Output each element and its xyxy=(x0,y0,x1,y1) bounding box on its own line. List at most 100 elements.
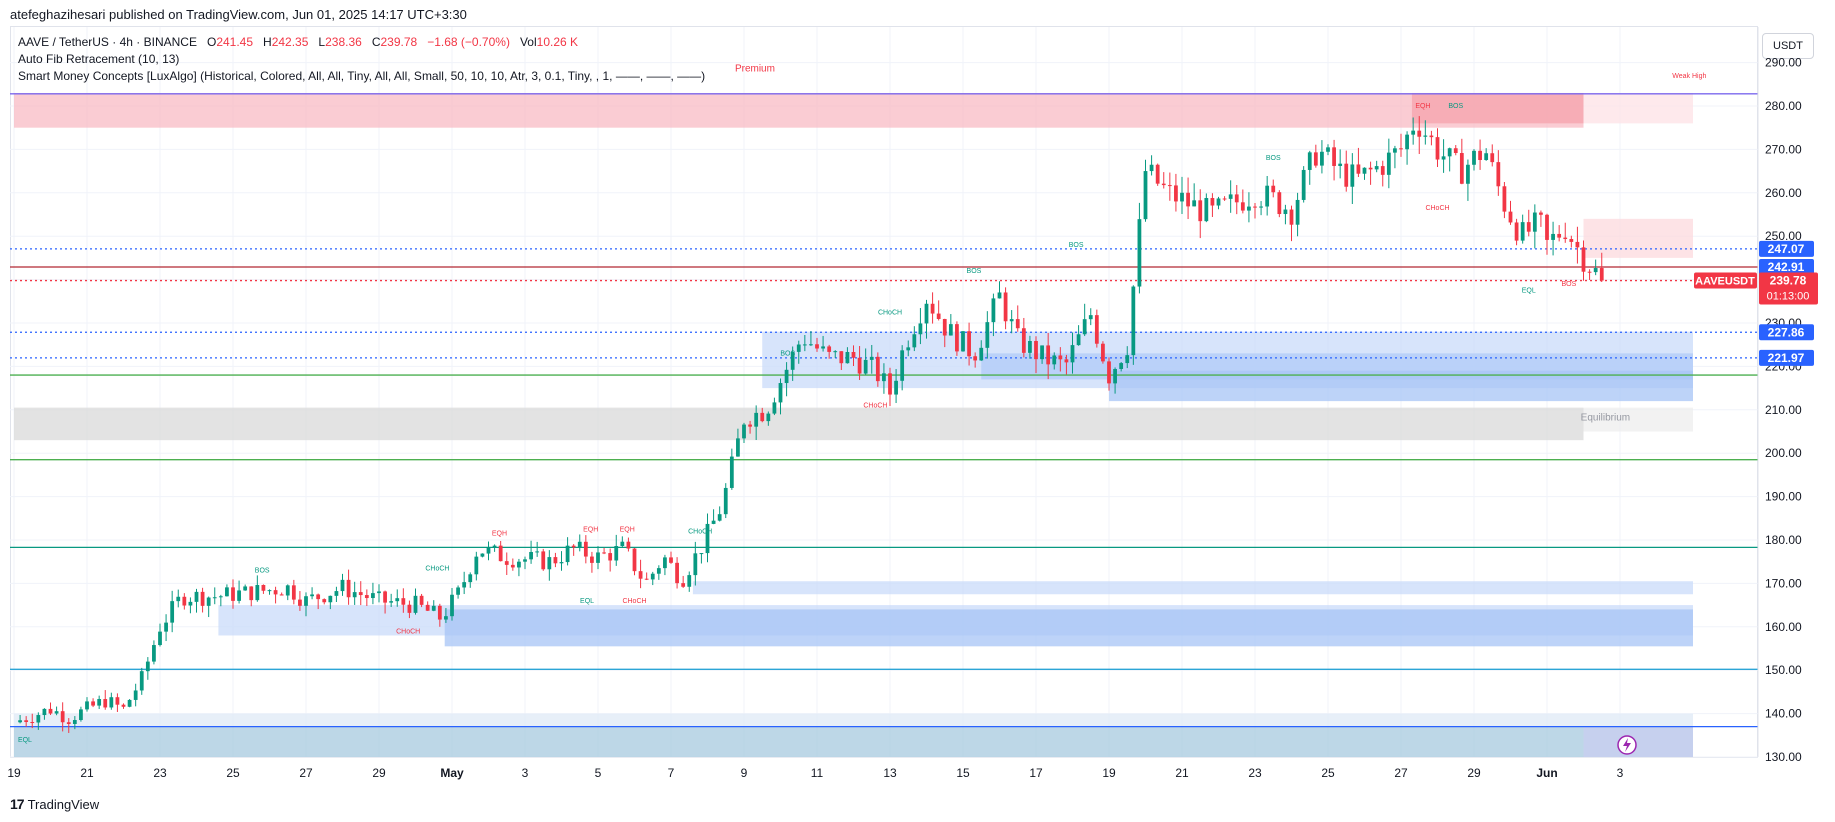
candle-body xyxy=(687,575,692,587)
candle-body xyxy=(1581,247,1586,272)
candle-body xyxy=(699,553,704,555)
candle-body xyxy=(1417,130,1422,137)
smc-zones xyxy=(14,92,1694,757)
candle-body xyxy=(1119,363,1124,369)
discount-zone xyxy=(14,726,1693,757)
candle-body xyxy=(1021,328,1026,353)
candle-body xyxy=(809,344,813,346)
candle-body xyxy=(1520,222,1525,241)
candle-body xyxy=(1484,153,1489,161)
candle-body xyxy=(1137,219,1142,287)
candle-body xyxy=(158,631,162,646)
time-tick-label: 21 xyxy=(1175,766,1189,780)
tradingview-logo[interactable]: 17 TradingView xyxy=(10,796,99,812)
candle-body xyxy=(523,559,527,562)
candle-body xyxy=(54,711,59,714)
candle-body xyxy=(839,351,844,364)
candle-body xyxy=(115,697,120,705)
candle-body xyxy=(1301,169,1306,200)
price-tick-label: 270.00 xyxy=(1765,142,1802,156)
lightning-bolt-icon xyxy=(1623,738,1631,752)
candle-body xyxy=(170,601,175,623)
candle-body xyxy=(565,545,570,563)
premium-zone-ext xyxy=(1583,92,1693,124)
candle-body xyxy=(1240,202,1245,211)
candle-body xyxy=(1587,271,1592,273)
candle-body xyxy=(437,605,442,620)
candle-body xyxy=(583,541,588,557)
candle-body xyxy=(681,583,686,587)
candle-body xyxy=(1028,340,1032,353)
candle-body xyxy=(626,541,631,549)
time-tick-label: Jun xyxy=(1536,766,1557,780)
candle-body xyxy=(1380,166,1385,175)
currency-button[interactable]: USDT xyxy=(1762,33,1814,59)
candle-body xyxy=(1082,319,1087,335)
candle-body xyxy=(261,584,266,591)
candle-body xyxy=(285,585,290,596)
chart-legend: AAVE / TetherUS · 4h · BINANCE O241.45 H… xyxy=(18,34,705,85)
symbol-title[interactable]: AAVE / TetherUS · 4h · BINANCE xyxy=(18,35,197,49)
price-tick-label: 250.00 xyxy=(1765,229,1802,243)
candle-body xyxy=(145,661,150,672)
candle-body xyxy=(176,596,181,602)
current-price-label: 239.78 xyxy=(1770,274,1807,288)
price-tag xyxy=(1759,258,1814,275)
candle-body xyxy=(608,553,613,561)
candle-body xyxy=(991,298,996,323)
structure-label: EQL xyxy=(18,737,32,744)
candle-body xyxy=(796,344,801,352)
candle-body xyxy=(1478,150,1482,161)
candle-body xyxy=(304,596,308,606)
candle-body xyxy=(869,356,874,360)
candle-body xyxy=(346,579,351,598)
candle-body xyxy=(906,347,911,351)
candle-body xyxy=(1338,163,1343,166)
time-tick-label: 15 xyxy=(956,766,970,780)
indicator-smc[interactable]: Smart Money Concepts [LuxAlgo] (Historic… xyxy=(18,69,706,83)
candle-body xyxy=(1429,135,1434,138)
candle-body xyxy=(602,552,606,554)
candle-body xyxy=(985,322,990,348)
candle-body xyxy=(1210,198,1215,206)
candle-body xyxy=(1015,319,1020,329)
indicator-fib[interactable]: Auto Fib Retracement (10, 13) xyxy=(18,52,180,66)
candle-body xyxy=(1356,164,1361,174)
volume-label: Vol xyxy=(519,35,537,49)
candle-body xyxy=(596,552,600,563)
candle-body xyxy=(1076,334,1081,346)
candle-body xyxy=(121,704,126,707)
candle-body xyxy=(997,292,1002,299)
structure-label: BOS xyxy=(967,268,982,275)
candle-body xyxy=(924,303,929,324)
candle-body xyxy=(1149,164,1154,172)
time-tick-label: 17 xyxy=(1029,766,1043,780)
structure-label: CHoCH xyxy=(878,309,902,316)
candle-body xyxy=(431,605,436,611)
price-tick-label: 190.00 xyxy=(1765,490,1802,504)
candle-body xyxy=(717,514,722,521)
candle-body xyxy=(559,562,564,564)
bearish-ob-top xyxy=(1411,92,1584,124)
candle-body xyxy=(498,545,503,562)
structure-label: BOS xyxy=(780,351,795,358)
candle-body xyxy=(851,351,856,358)
time-tick-label: 21 xyxy=(80,766,94,780)
price-tick-label: 170.00 xyxy=(1765,576,1802,590)
price-tick-label: 260.00 xyxy=(1765,186,1802,200)
price-tick-label: 210.00 xyxy=(1765,403,1802,417)
structure-label: CHoCH xyxy=(425,565,449,572)
candle-body xyxy=(1247,206,1251,211)
candle-body xyxy=(1447,148,1452,157)
candle-body xyxy=(729,456,734,488)
structure-label: Premium xyxy=(735,63,775,74)
ohlc-row: AAVE / TetherUS · 4h · BINANCE O241.45 H… xyxy=(18,34,705,51)
candle-body xyxy=(961,331,965,352)
candle-body xyxy=(1326,147,1330,152)
candle-body xyxy=(553,557,558,564)
candle-body xyxy=(218,596,223,598)
candle-body xyxy=(492,545,497,548)
candle-body xyxy=(200,591,205,606)
structure-label: EQH xyxy=(1415,103,1430,110)
